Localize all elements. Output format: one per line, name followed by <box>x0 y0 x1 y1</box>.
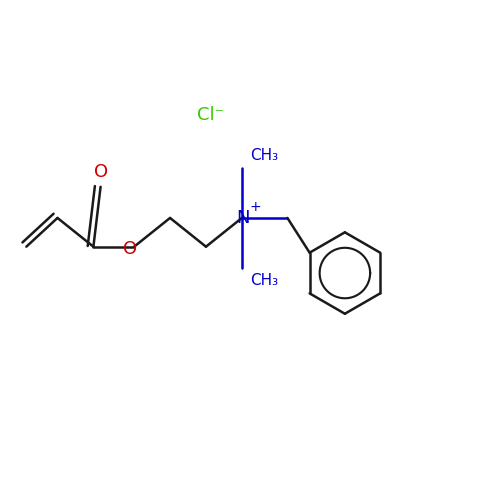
Text: Cl⁻: Cl⁻ <box>197 106 224 124</box>
Text: N: N <box>237 209 250 227</box>
Text: O: O <box>93 163 108 182</box>
Text: O: O <box>123 240 137 258</box>
Text: CH₃: CH₃ <box>251 148 279 163</box>
Text: +: + <box>250 200 261 215</box>
Text: CH₃: CH₃ <box>251 273 279 288</box>
